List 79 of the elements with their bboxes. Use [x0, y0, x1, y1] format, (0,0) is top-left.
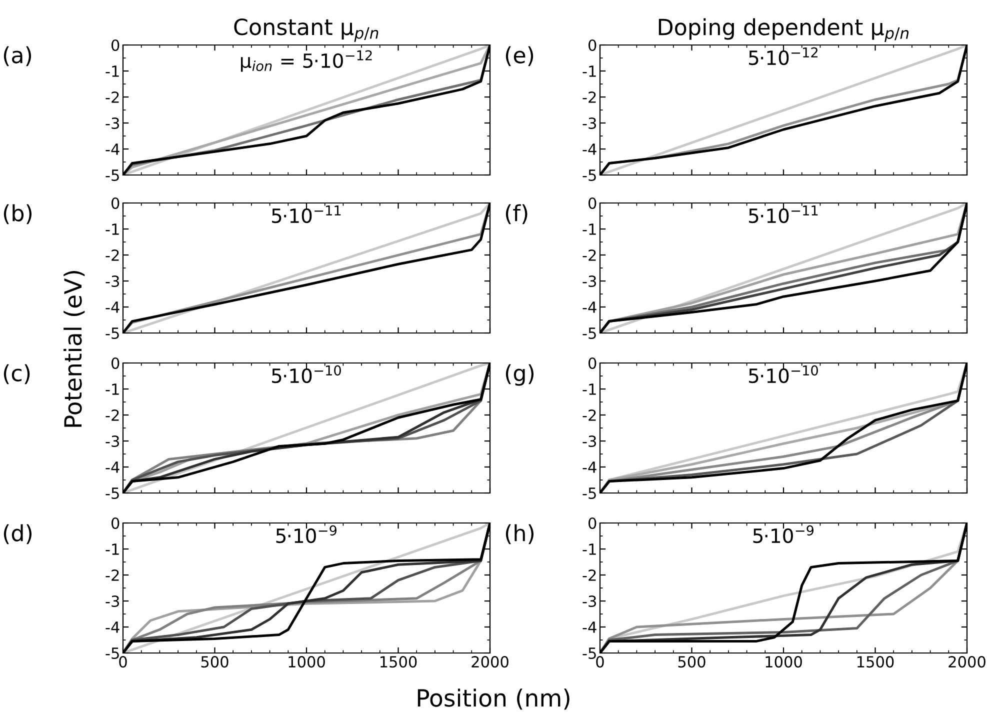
y-tick-label: -3 [106, 117, 119, 130]
text: (f) [506, 204, 528, 224]
y-tick-label: 0 [112, 197, 120, 210]
y-tick-label: -5 [106, 328, 119, 340]
y-tick-label: -2 [582, 569, 596, 581]
text: (a) [4, 46, 32, 66]
y-tick-label: -1 [106, 544, 119, 555]
text: (g) [506, 364, 534, 386]
y-tick-label: -1 [106, 224, 119, 235]
annotation: 5·10$^{−10}$ [749, 365, 818, 384]
y-tick-label: -4 [582, 302, 596, 313]
text: (c) [4, 364, 30, 384]
y-tick-label: -5 [582, 648, 596, 660]
y-tick-label: -4 [106, 302, 120, 313]
y-tick-label: -5 [106, 488, 119, 500]
line-series [600, 363, 967, 493]
text: (b) [4, 204, 32, 224]
y-tick-label: -1 [106, 384, 119, 395]
y-tick-label: -5 [582, 488, 596, 500]
y-tick-label: -2 [106, 91, 119, 103]
text: (h) [506, 524, 534, 544]
x-axis-title: Position (nm) [418, 688, 570, 710]
annotation: 5·10$^{−10}$ [272, 365, 341, 384]
y-tick-label: -1 [582, 384, 596, 395]
y-tick-label: 0 [588, 39, 596, 52]
x-tick-label: 2000 [948, 656, 986, 668]
y-tick-label: -4 [582, 462, 596, 473]
y-tick-label: -1 [582, 66, 596, 77]
y-tick-label: -3 [106, 435, 119, 448]
y-tick-label: -2 [106, 409, 119, 421]
text: (e) [506, 46, 534, 66]
annotation: 5·10$^{−11}$ [272, 205, 341, 224]
x-tick-label: 0 [596, 656, 604, 668]
annotation: μ$_{ion}$ = 5·10$^{−12}$ [240, 50, 372, 72]
text: (d) [4, 524, 32, 544]
y-tick-label: -3 [106, 595, 119, 608]
annotation: 5·10$^{−9}$ [753, 525, 814, 544]
y-tick-label: -5 [582, 328, 596, 340]
x-tick-label: 500 [678, 656, 706, 668]
y-tick-label: 0 [588, 357, 596, 370]
y-tick-label: -3 [582, 275, 596, 288]
annotation: 5·10$^{−11}$ [749, 205, 818, 224]
y-tick-label: -4 [582, 144, 596, 155]
chart-title: Constant μ$_{p/n}$ [234, 18, 378, 42]
y-tick-label: -2 [582, 249, 596, 261]
x-tick-label: 1500 [380, 656, 417, 668]
y-tick-label: -2 [582, 91, 596, 103]
y-tick-label: -2 [106, 249, 119, 261]
x-tick-label: 1000 [766, 656, 802, 668]
annotation: 5·10$^{−9}$ [276, 525, 337, 544]
y-tick-label: -3 [582, 595, 596, 608]
y-tick-label: -2 [582, 409, 596, 421]
y-tick-label: -1 [106, 66, 119, 77]
y-tick-label: -2 [106, 569, 119, 581]
y-tick-label: 0 [112, 39, 120, 52]
x-tick-label: 500 [201, 656, 228, 668]
y-tick-label: 0 [112, 357, 120, 370]
annotation: 5·10$^{−12}$ [749, 47, 818, 66]
y-tick-label: -3 [582, 435, 596, 448]
y-tick-label: 0 [588, 517, 596, 530]
y-tick-label: -5 [582, 170, 596, 182]
x-tick-label: 1000 [288, 656, 325, 668]
y-tick-label: -4 [582, 622, 596, 633]
y-tick-label: 0 [112, 517, 120, 530]
y-tick-label: -1 [582, 224, 596, 235]
x-tick-label: 1500 [857, 656, 894, 668]
y-tick-label: -4 [106, 144, 120, 155]
y-tick-label: -4 [106, 462, 120, 473]
y-tick-label: -5 [106, 170, 119, 182]
chart-title: Doping dependent μ$_{p/n}$ [658, 18, 909, 42]
x-tick-label: 0 [119, 656, 127, 668]
y-tick-label: -3 [582, 117, 596, 130]
y-tick-label: -1 [582, 544, 596, 555]
y-tick-label: 0 [588, 197, 596, 210]
y-tick-label: -5 [106, 648, 119, 660]
x-tick-label: 2000 [472, 656, 508, 668]
y-tick-label: -4 [106, 622, 120, 633]
y-axis-title: Potential (eV) [64, 271, 85, 427]
y-tick-label: -3 [106, 275, 119, 288]
